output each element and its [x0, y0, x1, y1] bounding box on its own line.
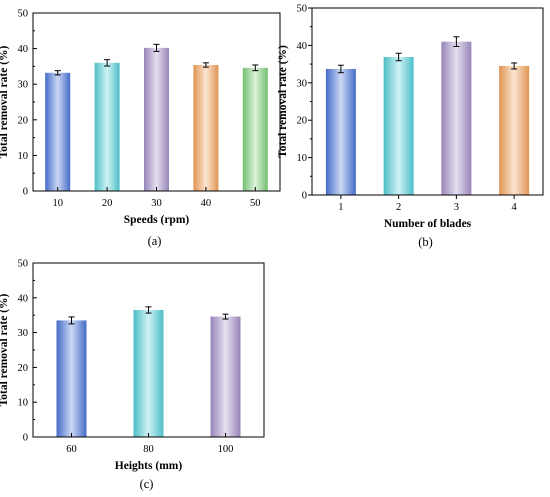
x-tick-label-80: 80 [143, 444, 154, 455]
chart-panel-3: 60 80 100 0 10 20 30 40 50 Heights (mm) Total remo… [0, 259, 265, 491]
y-axis-title: Total removal rate (%) [0, 293, 10, 406]
panel-label: (c) [140, 477, 154, 491]
x-tick-label-60: 60 [66, 444, 77, 455]
bar-1 [325, 68, 356, 195]
y-tick-label-40: 40 [297, 41, 308, 52]
bar-20 [94, 62, 120, 192]
y-tick-label-10: 10 [297, 153, 308, 164]
y-tick-label-50: 50 [18, 9, 29, 20]
x-tick-label-40: 40 [201, 198, 212, 209]
panel-label: (b) [418, 235, 433, 249]
bar-3 [441, 41, 472, 195]
y-tick-label-0: 0 [23, 187, 28, 198]
x-tick-label-3: 3 [454, 202, 459, 213]
bar-50 [242, 67, 268, 191]
x-tick-label-50: 50 [250, 198, 261, 209]
y-tick-label-20: 20 [297, 116, 308, 127]
bar-10 [45, 72, 71, 191]
bar-60 [56, 320, 87, 437]
x-tick-label-30: 30 [151, 198, 162, 209]
y-axis-title: Total removal rate (%) [0, 45, 10, 158]
x-tick-label-1: 1 [338, 202, 343, 213]
x-tick-label-20: 20 [102, 198, 113, 209]
y-tick-label-0: 0 [23, 433, 28, 444]
y-axis-title: Total removal rate (%) [277, 45, 289, 158]
panel-label: (a) [148, 234, 162, 248]
y-tick-label-20: 20 [18, 115, 29, 126]
y-tick-label-30: 30 [297, 78, 308, 89]
bar-40 [193, 64, 219, 191]
x-axis-title: Heights (mm) [115, 460, 183, 472]
x-tick-label-10: 10 [52, 198, 63, 209]
x-tick-label-100: 100 [218, 444, 234, 455]
y-tick-label-30: 30 [18, 80, 29, 91]
chart-panel-1: 10 20 30 40 50 0 10 20 30 40 50 Speeds (rpm) Total r… [0, 9, 281, 248]
x-axis-title: Speeds (rpm) [124, 214, 190, 226]
bar-80 [133, 309, 164, 437]
bar-4 [499, 65, 530, 195]
x-tick-label-2: 2 [396, 202, 401, 213]
y-tick-label-20: 20 [18, 363, 29, 374]
bar-30 [144, 47, 169, 191]
x-tick-label-4: 4 [512, 202, 518, 213]
y-tick-label-40: 40 [18, 293, 29, 304]
y-tick-label-0: 0 [302, 191, 307, 202]
y-tick-label-30: 30 [18, 328, 29, 339]
y-tick-label-50: 50 [18, 259, 29, 270]
y-tick-label-40: 40 [18, 44, 29, 55]
x-axis-title: Number of blades [384, 218, 472, 230]
bar-2 [383, 56, 414, 195]
y-tick-label-50: 50 [297, 4, 308, 15]
y-tick-label-10: 10 [18, 398, 29, 409]
y-tick-label-10: 10 [18, 151, 29, 162]
bar-100 [210, 316, 241, 437]
